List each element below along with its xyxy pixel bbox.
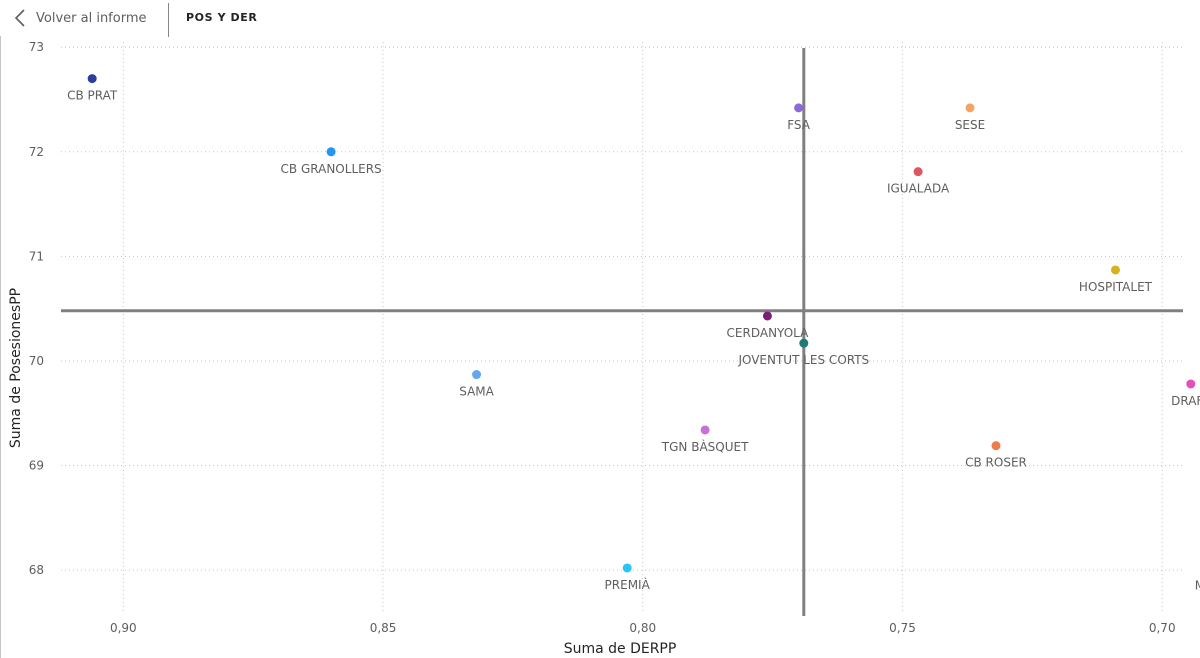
point-premia[interactable] [622,563,632,573]
point-label-igualada: IGUALADA [887,182,950,196]
data-points: CB PRAT CB GRANOLLERS FSA SESE IGUALADA HOSPI… [67,74,1200,592]
chevron-left-icon [14,9,26,27]
x-tick-label: 0,85 [370,621,397,635]
toolbar-divider [168,3,169,37]
point-fsa[interactable] [794,103,804,113]
page-title: POS Y DER [186,11,258,24]
point-sese[interactable] [965,103,975,113]
y-tick-label: 71 [29,249,44,263]
point-sama[interactable] [472,370,482,380]
top-bar: Volver al informe POS Y DER [0,0,1200,37]
point-label-cb-roser: CB ROSER [965,456,1027,470]
x-tick-label: 0,75 [889,621,916,635]
y-tick-label: 72 [29,145,44,159]
grid [61,42,1183,614]
x-axis-title: Suma de DERPP [564,641,677,657]
point-cb-prat[interactable] [87,74,97,84]
point-label-sama: SAMA [459,385,494,399]
point-hospitalet[interactable] [1110,265,1120,275]
y-tick-label: 73 [29,40,44,54]
point-cb-roser[interactable] [991,441,1001,451]
y-tick-label: 70 [29,354,44,368]
x-tick-label: 0,90 [110,621,137,635]
y-tick-label: 68 [29,563,44,577]
back-to-report-button[interactable]: Volver al informe [14,5,147,31]
point-igualada[interactable] [913,167,923,177]
point-tgn-basquet[interactable] [700,425,710,435]
y-axis-title: Suma de PosesionesPP [8,288,24,448]
point-label-hospitalet: HOSPITALET [1079,280,1153,294]
point-draft[interactable] [1186,379,1196,389]
x-tick-label: 0,80 [629,621,656,635]
x-tick-label: 0,70 [1149,621,1176,635]
scatter-chart[interactable]: 73 72 71 70 69 68 0,90 0,85 0,80 0,75 0,70 CB PRAT… [1,36,1200,658]
axis-ticks: 73 72 71 70 69 68 0,90 0,85 0,80 0,75 0,70 [29,40,1176,635]
point-joventut-les-corts[interactable] [799,338,809,348]
reference-lines [61,48,1183,616]
point-label-cerdanyola: CERDANYOLA [727,326,810,340]
point-label-tgn-basquet: TGN BÀSQUET [661,439,749,454]
point-label-joventut-les-corts: JOVENTUT LES CORTS [737,353,869,367]
point-label-manresa: MANRESA [1195,578,1200,592]
back-label: Volver al informe [36,10,147,26]
point-cerdanyola[interactable] [762,311,772,321]
point-cb-granollers[interactable] [326,147,336,157]
point-label-premia: PREMIÀ [605,577,651,592]
point-label-fsa: FSA [787,118,811,132]
scatter-chart-frame: 73 72 71 70 69 68 0,90 0,85 0,80 0,75 0,70 CB PRAT… [0,36,1200,658]
y-tick-label: 69 [29,459,44,473]
point-label-cb-granollers: CB GRANOLLERS [281,162,382,176]
point-label-cb-prat: CB PRAT [67,89,118,103]
point-label-sese: SESE [955,118,985,132]
